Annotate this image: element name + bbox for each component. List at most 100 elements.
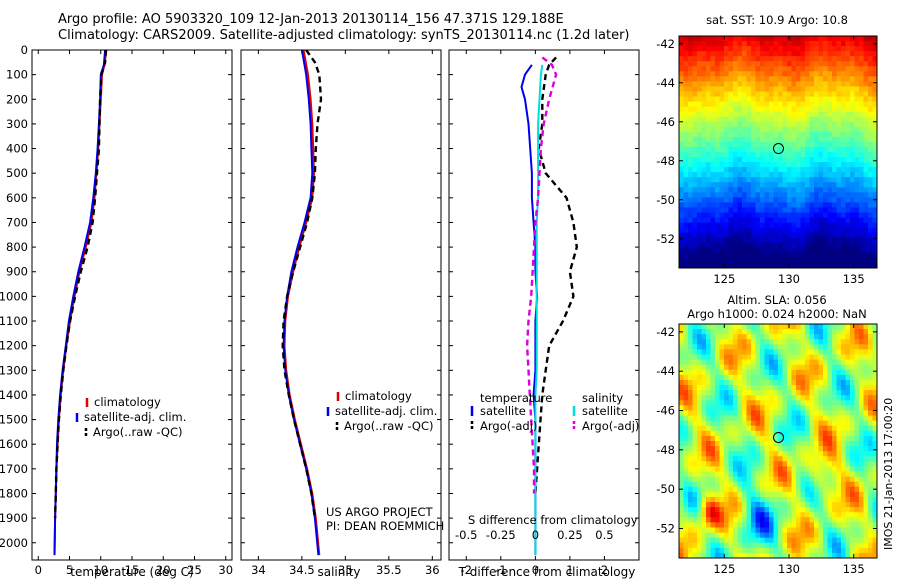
heatmap-cell	[863, 461, 869, 468]
heatmap-cell	[823, 395, 829, 401]
heatmap-cell	[728, 405, 734, 412]
heatmap-cell	[778, 415, 784, 422]
heatmap-cell	[827, 121, 833, 128]
heatmap-cell	[850, 232, 856, 239]
heatmap-cell	[787, 390, 793, 396]
heatmap-cell	[818, 86, 824, 93]
heatmap-cell	[742, 400, 748, 406]
heatmap-cell	[823, 369, 829, 376]
heatmap-cell	[742, 481, 748, 488]
heatmap-cell	[683, 517, 689, 523]
heatmap-cell	[859, 192, 865, 198]
heatmap-cell	[746, 451, 752, 457]
heatmap-cell	[850, 430, 856, 437]
heatmap-cell	[868, 466, 874, 473]
heatmap-cell	[850, 400, 856, 406]
heatmap-cell	[715, 435, 721, 442]
heatmap-cell	[872, 517, 877, 523]
heatmap-cell	[755, 420, 761, 427]
heatmap-cell	[845, 252, 851, 259]
heatmap-cell	[751, 420, 757, 427]
heatmap-cell	[701, 126, 707, 133]
heatmap-cell	[733, 374, 739, 381]
heatmap-cell	[773, 121, 779, 128]
heatmap-cell	[868, 552, 874, 558]
heatmap-cell	[755, 232, 761, 239]
y-tick-label: 2000	[0, 536, 28, 550]
heatmap-cell	[742, 379, 748, 386]
heatmap-cell	[814, 395, 820, 401]
heatmap-cell	[836, 131, 842, 138]
heatmap-cell	[854, 152, 860, 158]
heatmap-cell	[710, 461, 716, 468]
heatmap-cell	[872, 46, 877, 52]
heatmap-cell	[863, 36, 869, 42]
heatmap-cell	[818, 324, 824, 330]
heatmap-cell	[854, 227, 860, 234]
heatmap-cell	[800, 257, 806, 264]
heatmap-cell	[692, 430, 698, 437]
heatmap-cell	[836, 202, 842, 209]
heatmap-cell	[845, 502, 851, 508]
heatmap-cell	[733, 167, 739, 173]
heatmap-cell	[679, 502, 685, 508]
heatmap-cell	[706, 400, 712, 406]
heatmap-cell	[773, 232, 779, 239]
heatmap-cell	[814, 192, 820, 198]
heatmap-cell	[715, 207, 721, 214]
heatmap-cell	[809, 232, 815, 239]
heatmap-cell	[755, 212, 761, 219]
heatmap-cell	[679, 466, 685, 473]
heatmap-cell	[796, 136, 802, 143]
heatmap-cell	[769, 76, 775, 82]
heatmap-cell	[863, 46, 869, 52]
heatmap-cell	[823, 435, 829, 442]
heatmap-cell	[809, 36, 815, 42]
heatmap-cell	[755, 354, 761, 361]
heatmap-cell	[706, 481, 712, 488]
heatmap-cell	[706, 207, 712, 214]
heatmap-cell	[715, 410, 721, 417]
heatmap-cell	[715, 167, 721, 173]
heatmap-cell	[719, 415, 725, 422]
heatmap-cell	[692, 364, 698, 371]
heatmap-cell	[733, 410, 739, 417]
heatmap-cell	[751, 527, 757, 534]
heatmap-cell	[832, 329, 838, 335]
heatmap-cell	[769, 247, 775, 254]
heatmap-cell	[697, 385, 703, 391]
heatmap-cell	[836, 136, 842, 143]
heatmap-cell	[733, 542, 739, 549]
heatmap-cell	[805, 405, 811, 412]
heatmap-cell	[845, 385, 851, 391]
heatmap-cell	[692, 197, 698, 204]
heatmap-cell	[863, 456, 869, 462]
heatmap-cell	[679, 262, 685, 268]
heatmap-cell	[724, 222, 730, 229]
heatmap-cell	[683, 136, 689, 143]
salinity-legend: climatology satellite-adj. clim. Argo(..…	[326, 389, 437, 433]
heatmap-cell	[710, 197, 716, 204]
heatmap-cell	[854, 542, 860, 549]
heatmap-cell	[769, 227, 775, 234]
heatmap-cell	[863, 507, 869, 513]
difference-lines	[520, 56, 579, 556]
heatmap-cell	[688, 111, 694, 118]
heatmap-cell	[845, 537, 851, 544]
heatmap-cell	[737, 232, 743, 239]
heatmap-cell	[854, 131, 860, 138]
heatmap-cell	[719, 400, 725, 406]
heatmap-cell	[683, 247, 689, 254]
heatmap-cell	[796, 471, 802, 478]
heatmap-cell	[773, 197, 779, 204]
heatmap-cell	[836, 466, 842, 473]
heatmap-cell	[827, 136, 833, 143]
x-tick-label: -1	[495, 563, 506, 577]
heatmap-cell	[773, 136, 779, 143]
heatmap-cell	[769, 329, 775, 335]
heatmap-cell	[782, 527, 788, 534]
heatmap-cell	[872, 66, 877, 72]
heatmap-cell	[872, 527, 877, 534]
heatmap-cell	[823, 420, 829, 427]
heatmap-cell	[859, 126, 865, 133]
